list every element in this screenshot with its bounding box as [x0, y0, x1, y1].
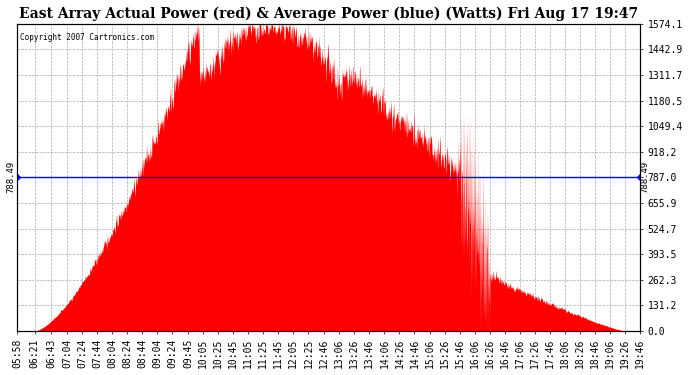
Title: East Array Actual Power (red) & Average Power (blue) (Watts) Fri Aug 17 19:47: East Array Actual Power (red) & Average …	[19, 7, 638, 21]
Text: Copyright 2007 Cartronics.com: Copyright 2007 Cartronics.com	[20, 33, 155, 42]
Text: 788.49: 788.49	[640, 161, 649, 193]
Text: 788.49: 788.49	[7, 161, 16, 193]
